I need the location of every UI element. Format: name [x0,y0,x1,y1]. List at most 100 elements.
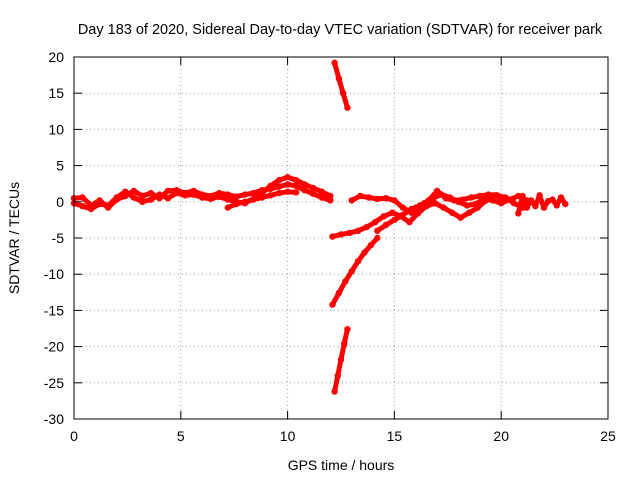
x-axis-label: GPS time / hours [288,457,395,473]
data-point [523,204,530,211]
data-point [329,301,336,308]
data-point [348,197,355,204]
data-point [250,196,257,203]
data-point [207,195,214,203]
data-point [130,194,137,201]
y-tick-label: -30 [44,411,64,427]
data-point [292,189,300,196]
data-point [429,195,436,202]
data-point [374,195,381,203]
data-point [327,192,334,200]
data-point [250,189,257,197]
data-series [515,192,569,217]
data-point [335,75,343,82]
data-point [122,188,129,195]
data-point [391,197,398,204]
data-point [463,202,471,209]
x-tick-label: 20 [493,428,509,444]
data-point [540,204,548,211]
data-series [224,188,300,211]
data-point [344,104,351,111]
data-point [139,198,146,205]
data-point [527,197,535,204]
data-series [329,192,505,240]
data-point [267,192,274,199]
data-point [354,227,362,234]
x-tick-label: 15 [387,428,403,444]
data-series [329,234,381,308]
data-series [412,191,530,211]
data-point [292,176,300,184]
data-point [224,191,231,198]
data-point [130,187,137,195]
data-point [79,202,86,210]
y-axis-ticks: -30 -25 -20 -15 -10 -5 0 5 10 15 20 [44,49,608,427]
data-point [310,184,317,192]
data-point [301,187,308,194]
data-point [382,221,390,229]
data-point [374,227,381,234]
data-point [372,218,379,226]
data-point [331,59,338,66]
data-point [199,194,206,201]
data-point [489,197,496,204]
data-point [493,192,501,199]
data-point [466,209,473,216]
data-point [344,326,351,333]
data-point [233,200,240,208]
data-series [374,205,415,234]
data-point [399,204,407,211]
data-point [292,182,300,190]
y-tick-label: 20 [48,49,64,65]
data-point [258,194,266,201]
data-point [113,194,120,201]
data-point [406,218,413,226]
data-point [357,192,364,200]
data-point [448,209,456,216]
x-axis-ticks: 0 5 10 15 20 25 [70,57,616,444]
data-point [412,204,419,211]
data-point [87,205,95,213]
data-point [224,196,231,203]
data-point [341,340,348,347]
data-point [363,223,370,231]
data-point [79,194,86,201]
data-point [164,187,172,195]
data-point [156,191,163,198]
data-point [329,233,336,240]
data-point [147,189,155,197]
data-point [216,193,223,200]
data-point [233,193,240,200]
data-point [327,197,334,204]
data-point [337,231,345,238]
data-point [284,174,291,181]
data-point [472,200,479,208]
y-tick-label: 0 [56,194,64,210]
data-point [510,200,518,207]
y-tick-label: -20 [44,339,64,355]
data-point [440,204,447,211]
y-tick-label: 5 [56,158,64,174]
data-point [553,202,560,209]
data-point [284,188,291,195]
x-tick-label: 10 [280,428,296,444]
data-series [331,326,351,395]
data-point [365,194,372,201]
data-point [267,182,274,190]
data-point [331,388,338,395]
y-tick-label: -5 [52,230,65,246]
data-point [374,234,381,242]
data-point [421,200,428,207]
data-point [301,181,308,188]
data-point [96,200,103,208]
y-axis-label: SDTVAR / TECUs [6,182,22,294]
data-point [361,249,368,256]
data-point [224,204,231,211]
data-point [334,372,341,379]
data-series [70,174,334,213]
grid-lines [74,57,608,419]
data-point [498,200,505,207]
y-tick-label: 15 [48,85,64,101]
data-point [339,90,347,97]
